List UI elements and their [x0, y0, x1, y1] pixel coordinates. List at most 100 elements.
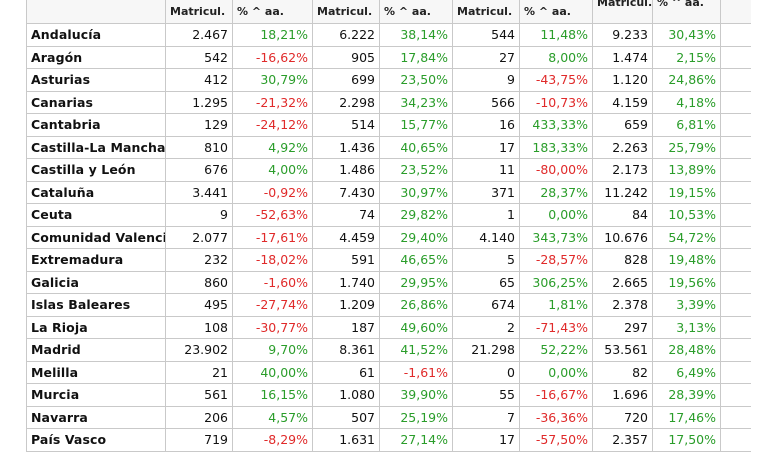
percent-change-cell[interactable]: -30,77% [233, 316, 313, 338]
percent-change-cell[interactable]: 23,52% [380, 159, 453, 181]
percent-change-cell[interactable]: 17,46% [653, 406, 721, 428]
registrations-cell[interactable]: 2.077 [166, 226, 233, 248]
percent-change-cell[interactable]: -24,12% [233, 114, 313, 136]
percent-change-cell[interactable]: 19,56% [653, 271, 721, 293]
percent-change-cell[interactable]: -28,57% [520, 249, 593, 271]
percent-change-cell[interactable]: 49,60% [380, 316, 453, 338]
registrations-cell[interactable]: 412 [166, 69, 233, 91]
region-cell[interactable]: Andalucía [27, 24, 166, 46]
percent-change-cell[interactable]: -0,92% [233, 181, 313, 203]
percent-change-cell[interactable]: 54,72% [653, 226, 721, 248]
registrations-cell[interactable]: 1.740 [313, 271, 380, 293]
registrations-cell[interactable]: 2.173 [593, 159, 653, 181]
registrations-cell[interactable]: 1 [453, 204, 520, 226]
percent-change-cell[interactable]: 0,00% [520, 204, 593, 226]
header-cell[interactable] [27, 0, 166, 23]
region-cell[interactable]: Cantabria [27, 114, 166, 136]
percent-change-cell[interactable]: 40,00% [233, 361, 313, 383]
region-cell[interactable]: Asturias [27, 69, 166, 91]
registrations-cell[interactable]: 17 [453, 136, 520, 158]
registrations-cell[interactable]: 9.233 [593, 24, 653, 46]
percent-change-cell[interactable]: 28,37% [520, 181, 593, 203]
percent-change-cell[interactable]: 25,79% [653, 136, 721, 158]
registrations-cell[interactable]: 676 [166, 159, 233, 181]
percent-change-cell[interactable]: 343,73% [520, 226, 593, 248]
registrations-cell[interactable]: 1.486 [313, 159, 380, 181]
percent-change-cell[interactable]: 26,86% [380, 294, 453, 316]
region-cell[interactable]: Aragón [27, 46, 166, 68]
registrations-cell[interactable]: 2.665 [593, 271, 653, 293]
percent-change-cell[interactable]: 183,33% [520, 136, 593, 158]
percent-change-cell[interactable]: 19,15% [653, 181, 721, 203]
registrations-cell[interactable]: 4.459 [313, 226, 380, 248]
registrations-cell[interactable]: 7.430 [313, 181, 380, 203]
registrations-cell[interactable]: 21 [166, 361, 233, 383]
registrations-cell[interactable]: 1.436 [313, 136, 380, 158]
registrations-cell[interactable]: 4.140 [453, 226, 520, 248]
registrations-cell[interactable]: 495 [166, 294, 233, 316]
registrations-cell[interactable]: 297 [593, 316, 653, 338]
registrations-cell[interactable]: 1.209 [313, 294, 380, 316]
registrations-cell[interactable]: 1.696 [593, 384, 653, 406]
percent-change-cell[interactable]: 15,77% [380, 114, 453, 136]
registrations-cell[interactable]: 84 [593, 204, 653, 226]
registrations-cell[interactable]: 371 [453, 181, 520, 203]
percent-change-cell[interactable]: -21,32% [233, 91, 313, 113]
percent-change-cell[interactable]: 17,84% [380, 46, 453, 68]
registrations-cell[interactable]: 27 [453, 46, 520, 68]
region-cell[interactable]: Comunidad Valencia [27, 226, 166, 248]
registrations-cell[interactable]: 4.159 [593, 91, 653, 113]
region-cell[interactable]: Extremadura [27, 249, 166, 271]
percent-change-cell[interactable]: -1,60% [233, 271, 313, 293]
region-cell[interactable]: Castilla-La Mancha [27, 136, 166, 158]
percent-change-cell[interactable]: 34,23% [380, 91, 453, 113]
region-cell[interactable]: Murcia [27, 384, 166, 406]
registrations-cell[interactable]: 55 [453, 384, 520, 406]
registrations-cell[interactable]: 2 [453, 316, 520, 338]
registrations-cell[interactable]: 61 [313, 361, 380, 383]
registrations-cell[interactable]: 23.902 [166, 339, 233, 361]
registrations-cell[interactable]: 561 [166, 384, 233, 406]
registrations-cell[interactable]: 9 [453, 69, 520, 91]
percent-change-cell[interactable]: 52,22% [520, 339, 593, 361]
percent-change-cell[interactable]: 3,39% [653, 294, 721, 316]
percent-change-cell[interactable]: -27,74% [233, 294, 313, 316]
registrations-cell[interactable]: 65 [453, 271, 520, 293]
percent-change-cell[interactable]: 4,92% [233, 136, 313, 158]
header-cell[interactable]: % ^ aa. [233, 0, 313, 23]
percent-change-cell[interactable]: -71,43% [520, 316, 593, 338]
percent-change-cell[interactable]: 6,81% [653, 114, 721, 136]
percent-change-cell[interactable]: 24,86% [653, 69, 721, 91]
percent-change-cell[interactable]: 4,18% [653, 91, 721, 113]
registrations-cell[interactable]: 206 [166, 406, 233, 428]
percent-change-cell[interactable]: -17,61% [233, 226, 313, 248]
percent-change-cell[interactable]: 41,52% [380, 339, 453, 361]
percent-change-cell[interactable]: 3,13% [653, 316, 721, 338]
percent-change-cell[interactable]: 4,00% [233, 159, 313, 181]
percent-change-cell[interactable]: 11,48% [520, 24, 593, 46]
percent-change-cell[interactable]: -52,63% [233, 204, 313, 226]
percent-change-cell[interactable]: 29,40% [380, 226, 453, 248]
percent-change-cell[interactable]: 23,50% [380, 69, 453, 91]
registrations-cell[interactable]: 16 [453, 114, 520, 136]
registrations-cell[interactable]: 82 [593, 361, 653, 383]
region-cell[interactable]: Navarra [27, 406, 166, 428]
percent-change-cell[interactable]: 0,00% [520, 361, 593, 383]
percent-change-cell[interactable]: 433,33% [520, 114, 593, 136]
registrations-cell[interactable]: 507 [313, 406, 380, 428]
registrations-cell[interactable]: 1.080 [313, 384, 380, 406]
registrations-cell[interactable]: 905 [313, 46, 380, 68]
registrations-cell[interactable]: 232 [166, 249, 233, 271]
registrations-cell[interactable]: 7 [453, 406, 520, 428]
registrations-cell[interactable]: 6.222 [313, 24, 380, 46]
percent-change-cell[interactable]: 19,48% [653, 249, 721, 271]
percent-change-cell[interactable]: 9,70% [233, 339, 313, 361]
percent-change-cell[interactable]: 8,00% [520, 46, 593, 68]
registrations-cell[interactable]: 2.263 [593, 136, 653, 158]
registrations-cell[interactable]: 2.467 [166, 24, 233, 46]
registrations-cell[interactable]: 544 [453, 24, 520, 46]
registrations-cell[interactable]: 828 [593, 249, 653, 271]
registrations-cell[interactable]: 860 [166, 271, 233, 293]
percent-change-cell[interactable]: -80,00% [520, 159, 593, 181]
registrations-cell[interactable]: 129 [166, 114, 233, 136]
